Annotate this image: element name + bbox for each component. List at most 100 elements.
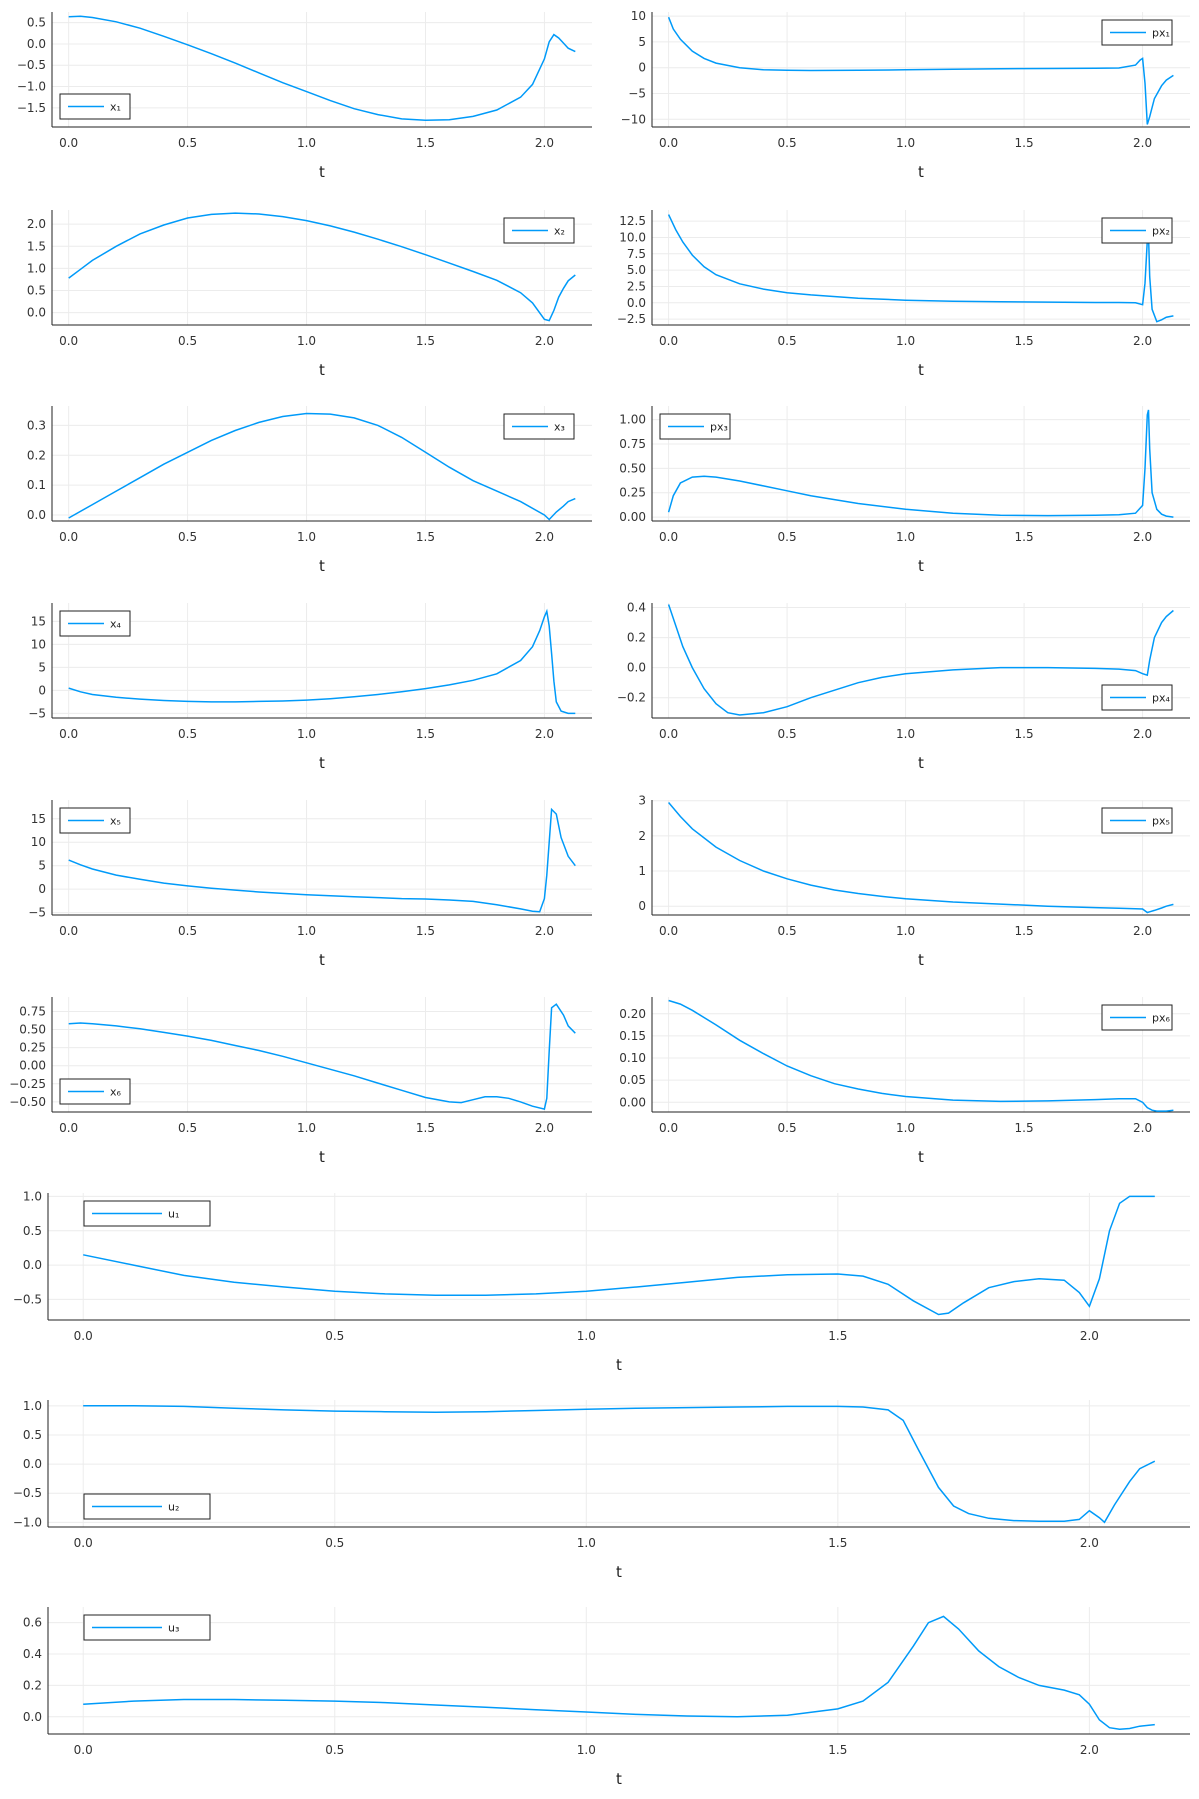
y-tick-label: 2.0 [27, 217, 46, 231]
y-tick-label: −5 [28, 906, 46, 920]
x-tick-label: 0.0 [659, 924, 678, 938]
x-tick-label: 2.0 [535, 727, 554, 741]
x-tick-label: 0.5 [778, 1121, 797, 1135]
y-tick-label: 0.50 [19, 1023, 46, 1037]
y-tick-label: 0.50 [619, 461, 646, 475]
y-tick-label: −1.0 [13, 1515, 42, 1529]
y-tick-label: 0.20 [619, 1007, 646, 1021]
x-axis-label: t [918, 557, 924, 575]
legend: u₃ [83, 1614, 211, 1641]
y-tick-label: 0.0 [23, 1457, 42, 1471]
x-tick-label: 0.0 [659, 727, 678, 741]
y-tick-label: −10 [621, 112, 646, 126]
y-tick-label: −1.0 [17, 80, 46, 94]
y-tick-label: 0.5 [23, 1428, 42, 1442]
panel-px6: 0.0 0.5 1.0 1.5 2.0 0.00 0.05 0.10 0.15 0.20 t px₆ [619, 997, 1190, 1166]
legend: px₂ [1101, 217, 1173, 244]
x-tick-label: 2.0 [535, 1121, 554, 1135]
legend-label: px₆ [1152, 1012, 1170, 1025]
series-line-x1 [68, 15, 576, 121]
x-tick-label: 1.0 [896, 334, 915, 348]
y-tick-label: −5 [28, 706, 46, 720]
x-tick-label: 1.5 [1015, 334, 1034, 348]
x-tick-label: 0.5 [778, 727, 797, 741]
x-tick-label: 0.0 [74, 1329, 93, 1343]
panel-u1: 0.0 0.5 1.0 1.5 2.0 −0.5 0.0 0.5 1.0 t u₁ [13, 1189, 1190, 1374]
panel-px2: 0.0 0.5 1.0 1.5 2.0 −2.5 0.0 2.5 5.0 7.5 10.0 12.5 t… [617, 210, 1190, 379]
x-tick-label: 1.5 [416, 334, 435, 348]
x-tick-label: 1.0 [297, 1121, 316, 1135]
y-tick-label: 0.2 [23, 1678, 42, 1692]
legend-label: x₆ [110, 1086, 122, 1099]
x-axis-label: t [918, 361, 924, 379]
y-tick-label: −0.25 [9, 1077, 46, 1091]
y-tick-label: 0.0 [27, 508, 46, 522]
y-tick-label: 0.0 [23, 1258, 42, 1272]
panel-x1: 0.0 0.5 1.0 1.5 2.0 −1.5 −1.0 −0.5 0.0 0.5 t x₁ [17, 12, 592, 181]
x-tick-label: 2.0 [1133, 530, 1152, 544]
y-tick-label: 0 [638, 61, 646, 75]
x-axis-label: t [918, 163, 924, 181]
x-tick-label: 1.0 [577, 1536, 596, 1550]
x-tick-label: 2.0 [535, 924, 554, 938]
x-tick-label: 1.5 [416, 1121, 435, 1135]
x-tick-label: 0.5 [178, 334, 197, 348]
y-tick-label: 7.5 [627, 247, 646, 261]
x-tick-label: 0.0 [59, 924, 78, 938]
y-tick-label: 1.0 [23, 1189, 42, 1203]
legend: px₃ [659, 413, 731, 440]
y-tick-label: 0.0 [27, 37, 46, 51]
legend-label: px₂ [1152, 225, 1170, 238]
series-line-x2 [68, 212, 576, 322]
x-tick-label: 1.0 [896, 727, 915, 741]
x-axis-label: t [319, 163, 325, 181]
panel-x4: 0.0 0.5 1.0 1.5 2.0 −5 0 5 10 15 t x₄ [28, 603, 592, 772]
panel-px4: 0.0 0.5 1.0 1.5 2.0 −0.2 0.0 0.2 0.4 t px₄ [617, 601, 1190, 772]
x-tick-label: 1.5 [1015, 924, 1034, 938]
legend-label: u₃ [168, 1622, 179, 1635]
panel-u3: 0.0 0.5 1.0 1.5 2.0 0.0 0.2 0.4 0.6 t u₃ [23, 1607, 1190, 1788]
x-tick-label: 1.5 [1015, 530, 1034, 544]
y-tick-label: 0.5 [27, 284, 46, 298]
legend: px₁ [1101, 19, 1173, 46]
x-tick-label: 1.0 [297, 334, 316, 348]
y-tick-label: 10 [631, 9, 646, 23]
y-tick-label: 0.1 [27, 478, 46, 492]
y-tick-label: 0.4 [23, 1647, 42, 1661]
x-tick-label: 0.0 [59, 334, 78, 348]
x-axis-label: t [918, 754, 924, 772]
legend-label: x₂ [554, 225, 565, 238]
x-tick-label: 2.0 [1080, 1743, 1099, 1757]
x-tick-label: 1.0 [896, 924, 915, 938]
x-tick-label: 0.5 [178, 530, 197, 544]
y-tick-label: 1.0 [27, 261, 46, 275]
y-tick-label: 2.5 [627, 279, 646, 293]
x-tick-label: 2.0 [1133, 334, 1152, 348]
x-axis-label: t [918, 1148, 924, 1166]
y-tick-label: 0.25 [19, 1041, 46, 1055]
y-tick-label: 0.5 [23, 1224, 42, 1238]
panel-x6: 0.0 0.5 1.0 1.5 2.0 −0.50 −0.25 0.00 0.25 0.50 0.7… [9, 997, 592, 1166]
x-tick-label: 2.0 [1080, 1536, 1099, 1550]
legend-label: u₂ [168, 1501, 179, 1514]
x-tick-label: 0.5 [178, 727, 197, 741]
x-tick-label: 1.5 [1015, 1121, 1034, 1135]
y-tick-label: −0.50 [9, 1095, 46, 1109]
x-tick-label: 0.5 [778, 530, 797, 544]
x-tick-label: 1.5 [1015, 727, 1034, 741]
y-tick-label: 2 [638, 829, 646, 843]
x-axis-label: t [918, 951, 924, 969]
y-tick-label: 0.15 [619, 1029, 646, 1043]
y-tick-label: 0.75 [619, 437, 646, 451]
y-tick-label: 15 [31, 614, 46, 628]
x-tick-label: 1.5 [828, 1743, 847, 1757]
panel-px5: 0.0 0.5 1.0 1.5 2.0 0 1 2 3 t px₅ [638, 794, 1190, 969]
x-axis-label: t [319, 361, 325, 379]
x-tick-label: 0.5 [325, 1329, 344, 1343]
legend: px₆ [1101, 1004, 1173, 1031]
x-tick-label: 0.5 [778, 136, 797, 150]
x-tick-label: 0.0 [59, 1121, 78, 1135]
x-tick-label: 2.0 [1080, 1329, 1099, 1343]
legend-label: x₄ [110, 618, 122, 631]
